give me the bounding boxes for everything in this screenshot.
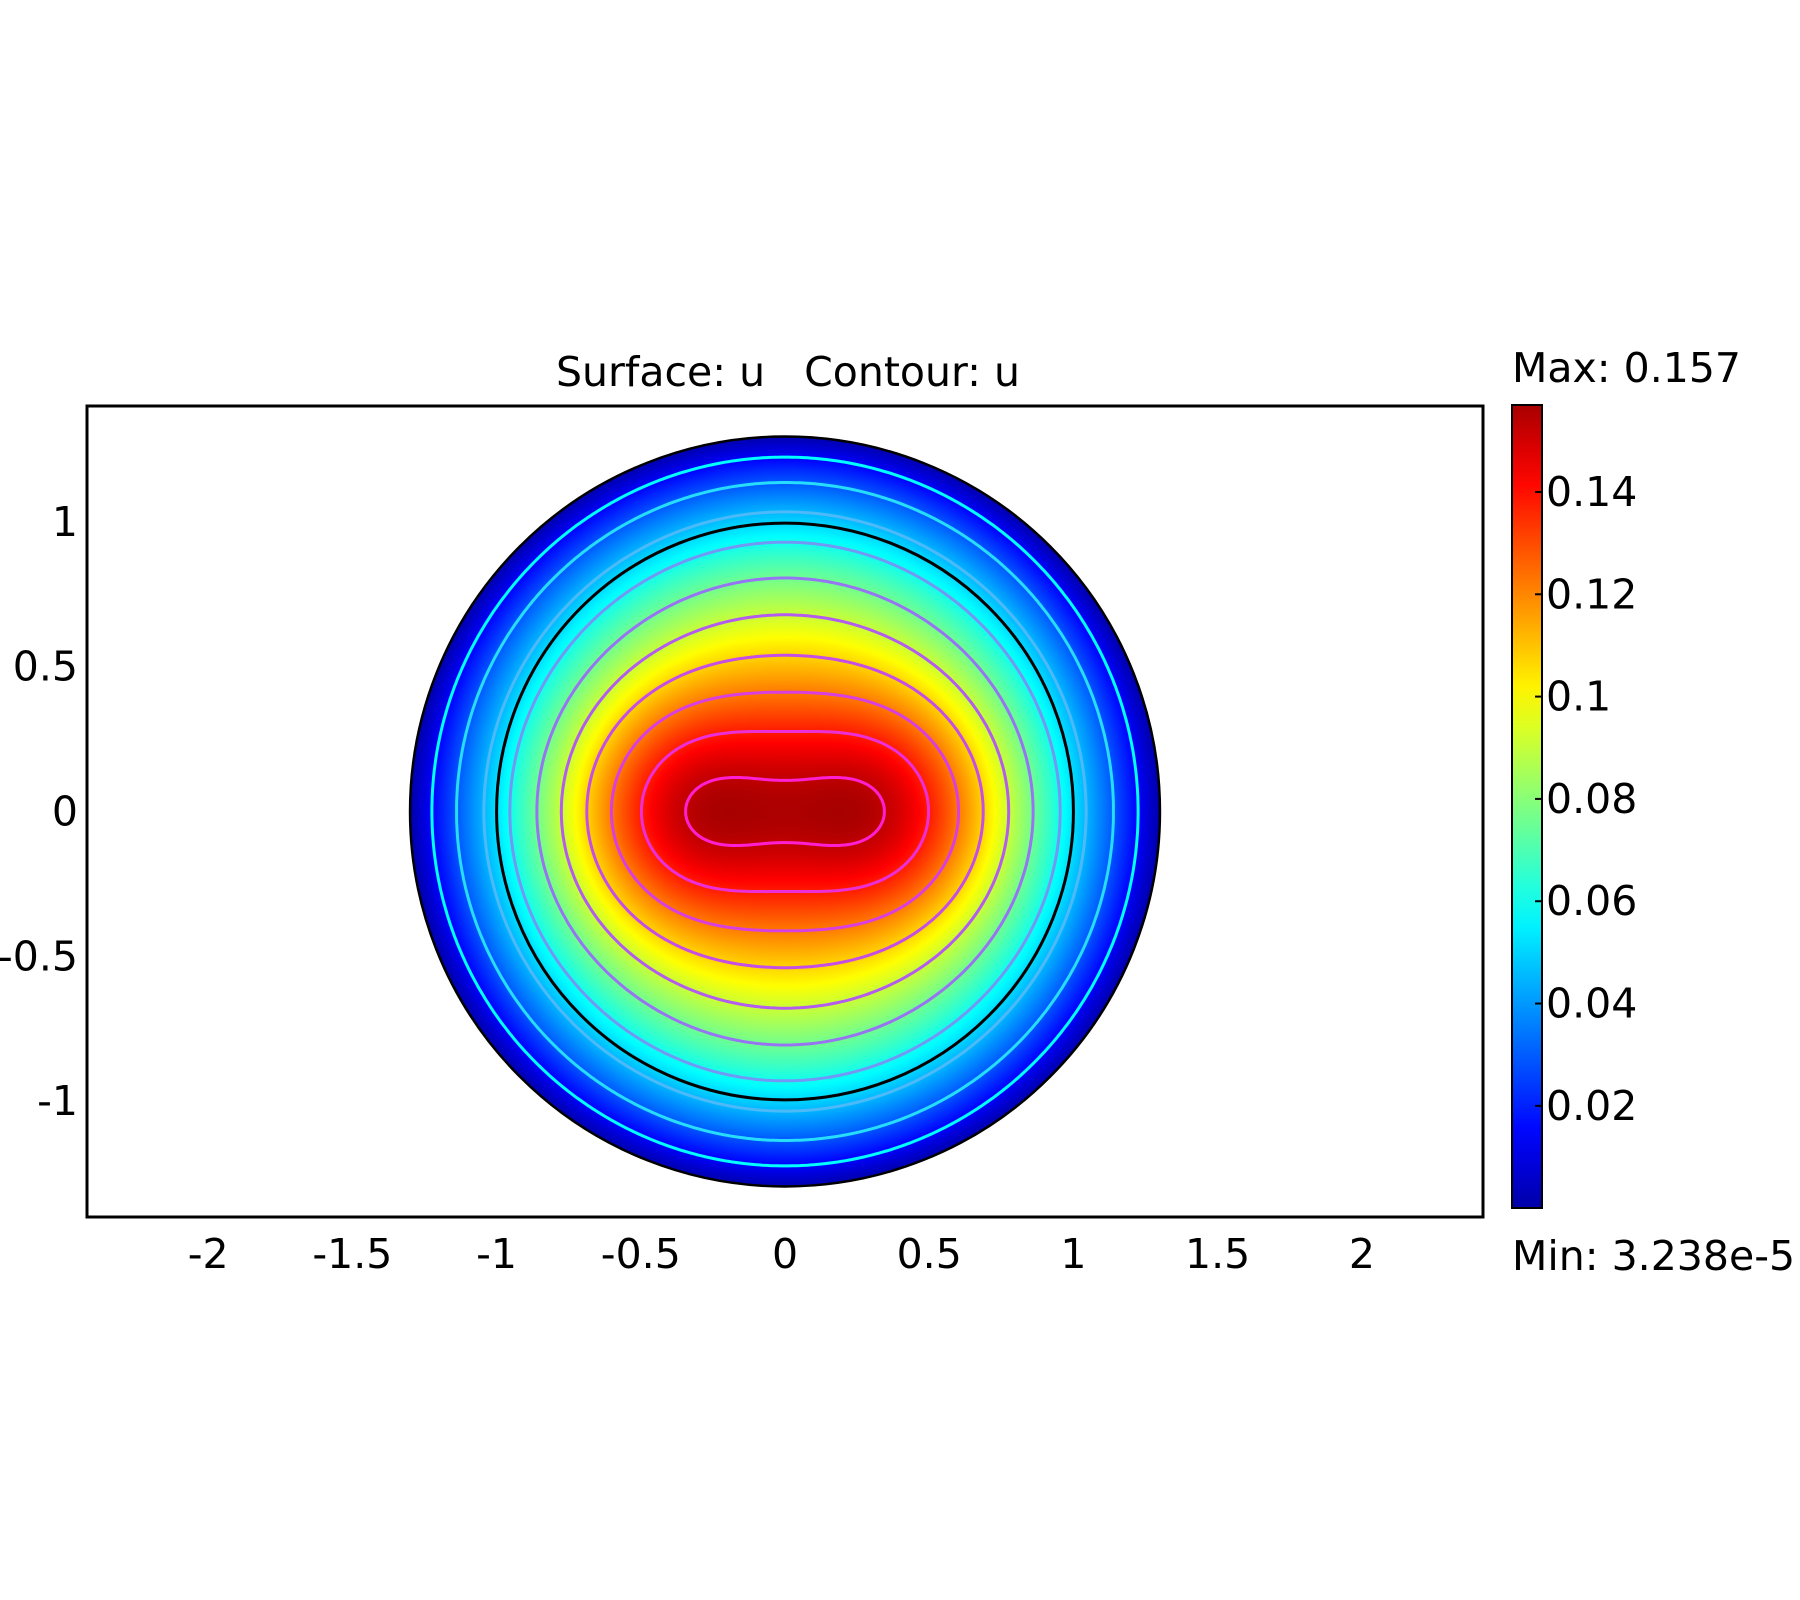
x-tick-label: -1 xyxy=(476,1230,517,1278)
y-axis: 1 0.5 0 -0.5 -1 xyxy=(0,498,78,1125)
x-tick-label: -0.5 xyxy=(601,1230,681,1278)
y-tick-label: -0.5 xyxy=(0,932,78,980)
contour-line xyxy=(585,653,985,970)
contour-line xyxy=(609,690,961,933)
contour-line xyxy=(508,540,1062,1083)
x-tick-label: -1.5 xyxy=(312,1230,392,1278)
contour-line xyxy=(535,576,1035,1047)
y-tick-label: -1 xyxy=(37,1077,78,1125)
contour-line xyxy=(639,729,931,894)
x-tick-label: 0 xyxy=(772,1230,798,1278)
colorbar-ticks: 0.14 0.12 0.1 0.08 0.06 0.04 0.02 xyxy=(1535,468,1637,1130)
x-tick-label: 0.5 xyxy=(897,1230,962,1278)
colorbar: Max: 0.157 0.14 0.12 0.1 0.08 0.06 0.04 0.02 M… xyxy=(1511,344,1795,1280)
inner-boundary xyxy=(495,521,1075,1102)
contour-lines xyxy=(430,455,1140,1168)
x-tick-label: -2 xyxy=(188,1230,229,1278)
chart-title: Surface: u Contour: u xyxy=(556,348,1020,396)
x-tick-label: 2 xyxy=(1349,1230,1375,1278)
colorbar-tick-label: 0.02 xyxy=(1546,1082,1637,1130)
y-tick-label: 1 xyxy=(52,498,78,546)
colorbar-gradient xyxy=(1511,404,1543,1209)
surface-heatmap xyxy=(410,436,1160,1187)
colorbar-min-label: Min: 3.238e-5 xyxy=(1512,1232,1795,1280)
colorbar-tick-label: 0.1 xyxy=(1546,673,1611,721)
colorbar-tick-label: 0.12 xyxy=(1546,570,1637,618)
colorbar-tick-label: 0.08 xyxy=(1546,775,1637,823)
plot-area xyxy=(85,404,1485,1219)
colorbar-tick-label: 0.06 xyxy=(1546,877,1637,925)
contour-line xyxy=(684,776,886,847)
contour-line xyxy=(559,613,1011,1010)
plot-frame xyxy=(85,404,1485,1219)
contour-line xyxy=(430,455,1140,1168)
contour-line xyxy=(482,510,1088,1113)
x-axis: -2 -1.5 -1 -0.5 0 0.5 1 1.5 2 xyxy=(188,1230,1375,1278)
colorbar-max-label: Max: 0.157 xyxy=(1512,344,1741,392)
colorbar-tick-label: 0.04 xyxy=(1546,980,1637,1028)
x-tick-label: 1.5 xyxy=(1185,1230,1250,1278)
domain-boundary xyxy=(408,435,1162,1188)
colorbar-tick-label: 0.14 xyxy=(1546,468,1637,516)
contour-line xyxy=(455,481,1115,1142)
x-tick-label: 1 xyxy=(1060,1230,1086,1278)
y-tick-label: 0.5 xyxy=(13,643,78,691)
y-tick-label: 0 xyxy=(52,788,78,836)
